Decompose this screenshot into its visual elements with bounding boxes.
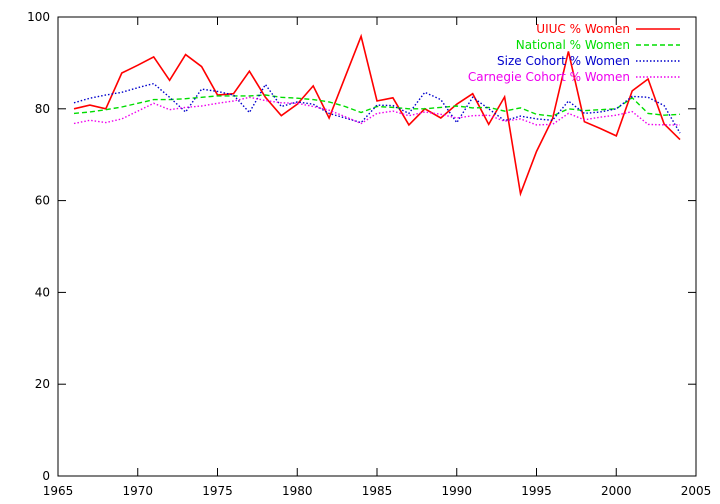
legend: UIUC % Women National % Women Size Cohort … (468, 22, 680, 84)
legend-label: Carnegie Cohort % Women (468, 70, 630, 84)
series-line-0 (73, 33, 681, 197)
x-tick-label: 1965 (43, 484, 74, 498)
series-lines (73, 33, 681, 197)
y-tick-label: 40 (35, 285, 50, 299)
y-tick-label: 100 (27, 10, 50, 24)
x-tick-label: 1980 (282, 484, 313, 498)
x-tick-label: 1995 (521, 484, 552, 498)
y-tick-label: 20 (35, 377, 50, 391)
x-tick-label: 1970 (122, 484, 153, 498)
x-tick-label: 2005 (681, 484, 712, 498)
plot-frame (57, 16, 697, 477)
y-tick-label: 60 (35, 194, 50, 208)
y-tick-label: 80 (35, 102, 50, 116)
y-tick-label: 0 (42, 469, 50, 483)
axis-ticks (57, 16, 697, 477)
axis-tick-labels: 1965 1970 1975 1980 1985 1990 1995 2000 2005 0 20 4… (27, 10, 711, 498)
legend-label: Size Cohort % Women (497, 54, 630, 68)
x-tick-label: 2000 (601, 484, 632, 498)
series-line-2 (73, 82, 681, 134)
legend-label: UIUC % Women (536, 22, 630, 36)
x-tick-label: 1990 (441, 484, 472, 498)
x-tick-label: 1975 (202, 484, 233, 498)
series-line-1 (73, 94, 681, 117)
legend-label: National % Women (516, 38, 630, 52)
x-tick-label: 1985 (362, 484, 393, 498)
